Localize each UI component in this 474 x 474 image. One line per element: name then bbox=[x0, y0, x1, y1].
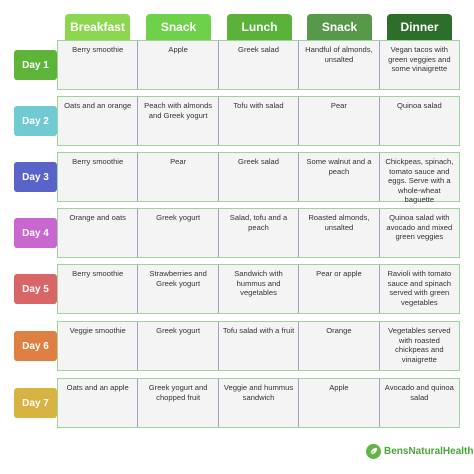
leaf-icon bbox=[366, 444, 381, 459]
meal-cell: Vegan tacos with green veggies and some … bbox=[378, 41, 459, 89]
meal-cell: Berry smoothie bbox=[72, 269, 124, 278]
meal-cell: Ravioli with tomato sauce and spinach se… bbox=[378, 265, 459, 313]
meal-cell: Sandwich with hummus and vegetables bbox=[217, 265, 298, 313]
column-header-5: Dinner bbox=[387, 14, 452, 40]
meal-cell: Quinoa salad with avocado and mixed gree… bbox=[378, 209, 459, 257]
meal-cell: Roasted almonds, unsalted bbox=[298, 209, 378, 257]
day-label: Day 5 bbox=[14, 274, 57, 304]
table-row: Berry smoothie Apple Greek salad Handful of… bbox=[57, 40, 460, 90]
meal-cell: Strawberries and Greek yogurt bbox=[137, 265, 217, 313]
column-header-4: Snack bbox=[307, 14, 372, 40]
meal-cell: Veggie and hummus sandwich bbox=[217, 379, 298, 427]
meal-cell: Oats and an orange bbox=[64, 101, 132, 110]
meal-cell: Orange and oats bbox=[69, 213, 126, 222]
meal-cell: Apple bbox=[298, 379, 378, 427]
meal-cell: Avocado and quinoa salad bbox=[378, 379, 459, 427]
table-row: Berry smoothie Strawberries and Greek yog… bbox=[57, 264, 460, 314]
meal-cell: Oats and an apple bbox=[66, 383, 129, 392]
table-row: Orange and oats Greek yogurt Salad, tofu a… bbox=[57, 208, 460, 258]
day-label: Day 7 bbox=[14, 388, 57, 418]
brand-logo: BensNaturalHealth bbox=[366, 444, 473, 459]
day-label: Day 3 bbox=[14, 162, 57, 192]
meal-cell: Quinoa salad bbox=[378, 97, 459, 145]
meal-cell: Tofu with salad bbox=[217, 97, 298, 145]
column-header-3: Lunch bbox=[227, 14, 292, 40]
table-row: Berry smoothie Pear Greek salad Some walnut… bbox=[57, 152, 460, 204]
table-row: Oats and an orange Peach with almonds and… bbox=[57, 96, 460, 146]
meal-cell: Greek yogurt bbox=[137, 209, 217, 257]
brand-name: BensNaturalHealth bbox=[384, 446, 474, 457]
meal-cell: Veggie smoothie bbox=[69, 326, 126, 335]
meal-cell: Handful of almonds, unsalted bbox=[298, 41, 378, 89]
table-row: Veggie smoothie Greek yogurt Tofu salad wi… bbox=[57, 321, 460, 371]
meal-cell: Greek salad bbox=[217, 41, 298, 89]
meal-cell: Pear bbox=[137, 153, 217, 201]
meal-cell: Vegetables served with roasted chickpeas… bbox=[378, 322, 459, 370]
meal-cell: Apple bbox=[137, 41, 217, 89]
meal-cell: Greek yogurt and chopped fruit bbox=[137, 379, 217, 427]
column-header-2: Snack bbox=[146, 14, 211, 40]
meal-cell: Tofu salad with a fruit bbox=[217, 322, 298, 370]
column-header-1: Breakfast bbox=[65, 14, 130, 40]
meal-cell: Some walnut and a peach bbox=[298, 153, 378, 201]
meal-cell: Pear bbox=[298, 97, 378, 145]
meal-cell: Salad, tofu and a peach bbox=[217, 209, 298, 257]
meal-cell: Peach with almonds and Greek yogurt bbox=[137, 97, 217, 145]
meal-cell: Orange bbox=[298, 322, 378, 370]
meal-cell: Berry smoothie bbox=[72, 45, 124, 54]
meal-cell: Greek salad bbox=[217, 153, 298, 201]
meal-cell: Chickpeas, spinach, tomato sauce and egg… bbox=[378, 153, 459, 204]
meal-cell: Pear or apple bbox=[298, 265, 378, 313]
day-label: Day 2 bbox=[14, 106, 57, 136]
meal-cell: Berry smoothie bbox=[72, 157, 124, 166]
day-label: Day 4 bbox=[14, 218, 57, 248]
day-label: Day 6 bbox=[14, 331, 57, 361]
table-row: Oats and an apple Greek yogurt and choppe… bbox=[57, 378, 460, 428]
day-label: Day 1 bbox=[14, 50, 57, 80]
meal-cell: Greek yogurt bbox=[137, 322, 217, 370]
